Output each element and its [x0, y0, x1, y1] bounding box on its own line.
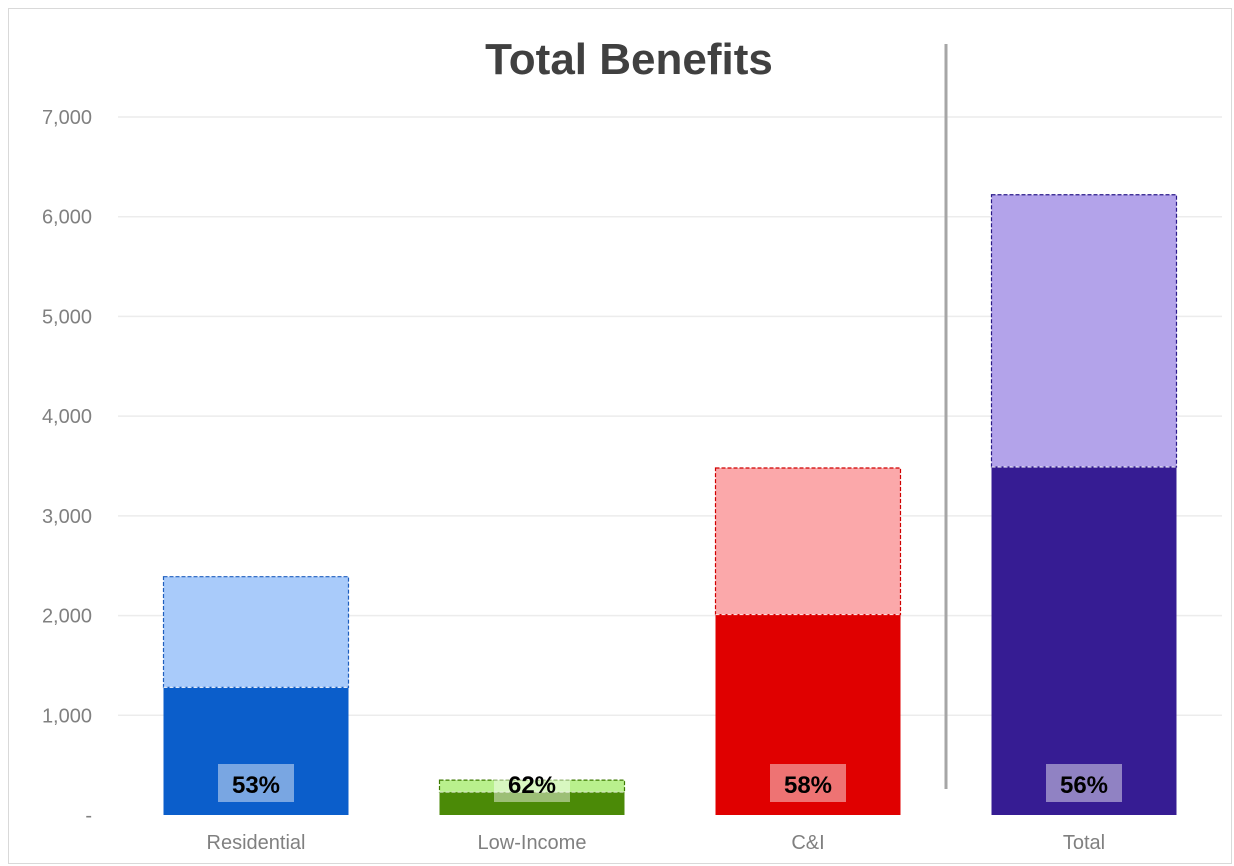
percent-label: 56% — [1060, 772, 1108, 799]
y-tick-label: 1,000 — [42, 705, 92, 727]
percent-label-background — [1046, 764, 1122, 802]
bar-lower-segment — [163, 687, 349, 815]
bars: 53% 62% 58% 56% — [162, 194, 1178, 815]
x-tick-label: Residential — [207, 832, 306, 854]
percent-label-background — [494, 764, 570, 802]
y-tick-label: 3,000 — [42, 506, 92, 528]
percent-label: 53% — [232, 772, 280, 799]
y-tick-label: 5,000 — [42, 306, 92, 328]
percent-label-background — [770, 764, 846, 802]
x-tick-label: Total — [1063, 832, 1105, 854]
bar-upper-segment — [162, 576, 350, 688]
bar-upper-segment — [990, 194, 1178, 468]
y-tick-label: 7,000 — [42, 107, 92, 129]
y-tick-label: 4,000 — [42, 406, 92, 428]
x-tick-label: C&I — [791, 832, 824, 854]
x-axis-ticks: Residential Low-Income C&I Total — [207, 832, 1106, 854]
y-axis-ticks: - 1,000 2,000 3,000 4,000 5,000 6,000 7,000 — [42, 107, 92, 827]
chart-title: Total Benefits — [485, 35, 773, 84]
bar-lower-segment — [439, 792, 625, 815]
bar-lower-segment — [991, 466, 1177, 815]
x-tick-label: Low-Income — [478, 832, 587, 854]
percent-label: 62% — [508, 772, 556, 799]
bar-upper-segment — [714, 467, 902, 616]
percent-label: 58% — [784, 772, 832, 799]
bar-group: 58% — [714, 467, 902, 815]
bar-group: 53% — [162, 576, 350, 815]
bar-group: 56% — [990, 194, 1178, 815]
bar-lower-segment — [715, 614, 901, 815]
bar-group: 62% — [438, 764, 626, 815]
y-tick-label: 6,000 — [42, 207, 92, 229]
percent-label-background — [218, 764, 294, 802]
y-tick-label: 2,000 — [42, 606, 92, 628]
y-tick-label: - — [85, 805, 92, 827]
